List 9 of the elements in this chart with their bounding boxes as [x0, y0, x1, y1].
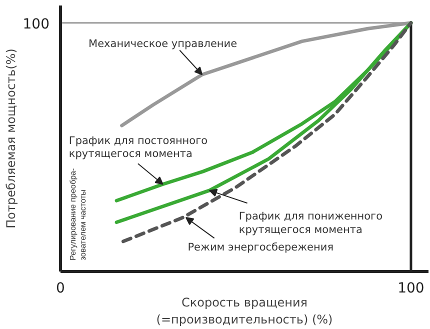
annotation: Механическое управление: [88, 38, 238, 50]
annotation: График для постоянного крутящегося момента: [68, 134, 208, 160]
annotation: Регулирование преобра- зователем частоты: [68, 168, 88, 260]
text: 100: [22, 16, 50, 32]
annotation: Режим энергосбережения: [188, 242, 334, 254]
y-axis-title: Потребляемая мощность(%): [4, 48, 18, 228]
annotation: График для пониженного крутящегося момента: [238, 210, 382, 236]
x-tick-label: 0: [56, 280, 65, 296]
x-axis-title: Скорость вращения (=производительность) (%): [156, 296, 333, 326]
